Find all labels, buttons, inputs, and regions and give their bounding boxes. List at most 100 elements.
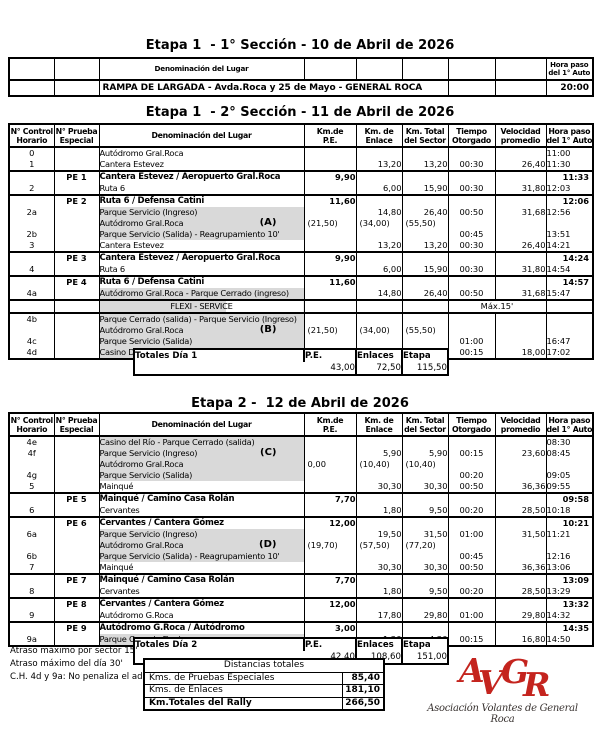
header-hora-line1: Hora paso bbox=[550, 60, 589, 69]
cell-km-total: (55,50) bbox=[401, 325, 448, 336]
cell-tiempo-otorgado bbox=[447, 325, 495, 336]
cell-km-pe bbox=[303, 481, 356, 493]
cell-km-enlace bbox=[355, 597, 402, 610]
cell-tiempo-otorgado: 00:15 bbox=[447, 634, 495, 646]
itinerary-row: 1 Cantera Estevez 13,20 13,20 00:30 26,40 11:3… bbox=[9, 159, 593, 171]
cell-km-pe bbox=[303, 610, 356, 622]
header-empty bbox=[355, 58, 402, 81]
column-header-7: Tiempo Otorgado bbox=[447, 413, 495, 437]
cell-km-pe: 11,60 bbox=[303, 275, 356, 288]
cell-velocidad-promedio bbox=[494, 251, 546, 264]
totals-enlaces-header: Enlaces bbox=[355, 638, 402, 651]
cell-km-enlace bbox=[355, 470, 402, 481]
cell-km-enlace: (10,40) bbox=[355, 459, 402, 470]
cell-hora-paso: 08:45 bbox=[545, 448, 593, 459]
cell-control-number: 2 bbox=[29, 183, 35, 193]
cell-km-total bbox=[401, 229, 448, 240]
cell-tiempo-otorgado: 00:45 bbox=[447, 229, 495, 240]
cell-place-name: Mainqué bbox=[98, 481, 304, 493]
cell-km-total bbox=[401, 336, 448, 347]
cell-km-enlace: (34,00) bbox=[355, 325, 402, 336]
cell-velocidad-promedio: 28,50 bbox=[494, 586, 546, 598]
totals-values-row: 43,00 72,50 115,50 bbox=[134, 362, 448, 375]
cell-km-total bbox=[401, 436, 448, 448]
cell-place-name: Cantera Estevez bbox=[98, 240, 304, 252]
totals-header-row: Totales Día 1 P.E. Enlaces Etapa bbox=[134, 349, 448, 362]
cell-velocidad-promedio: 26,40 bbox=[494, 240, 546, 252]
column-header-4: Km.de P.E. bbox=[303, 124, 356, 148]
etapa2-itinerary-table: N° Control Horario N° Prueba Especial Denomi… bbox=[8, 412, 594, 647]
cell-place-name: Parque Servicio (Salida) - Reagrupamient… bbox=[98, 551, 304, 562]
cell-km-total: 26,40 bbox=[401, 207, 448, 218]
cell-km-pe: 11,60 bbox=[303, 194, 356, 207]
cell-control-number bbox=[9, 299, 54, 313]
column-header-8: Velocidad promedio bbox=[494, 413, 546, 437]
itinerary-row: 2b Parque Servicio (Salida) - Reagrupamie… bbox=[9, 229, 593, 240]
cell-special-stage bbox=[53, 325, 99, 336]
totals-etapa-header: Etapa bbox=[401, 349, 448, 362]
cell-tiempo-otorgado bbox=[447, 492, 495, 505]
itinerary-row: PE 9 Autódromo G.Roca / Autódromo 3,00 14:3… bbox=[9, 621, 593, 634]
cell-tiempo-otorgado: 00:15 bbox=[447, 347, 495, 359]
totals-enlaces-header: Enlaces bbox=[355, 349, 402, 362]
cell-special-stage bbox=[53, 470, 99, 481]
cell-velocidad-promedio bbox=[494, 194, 546, 207]
cell-velocidad-promedio bbox=[494, 218, 546, 229]
totals-etapa-value: 151,00 bbox=[401, 651, 448, 664]
cell-km-total: 9,50 bbox=[401, 505, 448, 517]
cell-km-total bbox=[401, 597, 448, 610]
cell-place-name: Autódromo Gral.Roca (B) bbox=[98, 325, 304, 336]
cell-place-name: Cervantes bbox=[98, 586, 304, 598]
cell-special-stage: PE 1 bbox=[53, 170, 99, 183]
cell-special-stage bbox=[53, 299, 99, 313]
cell-hora-paso: 08:30 bbox=[545, 436, 593, 448]
cell-km-total bbox=[401, 516, 448, 529]
distancias-enlaces-label: Kms. de Enlaces bbox=[144, 684, 343, 697]
cell-place-name: Parque Servicio (Salida) bbox=[98, 336, 304, 347]
cell-hora-paso: 12:16 bbox=[545, 551, 593, 562]
cell-km-pe bbox=[303, 264, 356, 276]
cell-km-enlace: 13,20 bbox=[355, 240, 402, 252]
cell-km-pe bbox=[303, 159, 356, 171]
distancias-pruebas-value: 85,40 bbox=[351, 672, 380, 683]
cell-km-pe bbox=[303, 299, 356, 313]
itinerary-row: 2 Ruta 6 6,00 15,90 00:30 31,80 12:03 bbox=[9, 183, 593, 195]
cell-place-name: Parque Servicio (Ingreso) bbox=[98, 529, 304, 540]
totals-dia1-box: Totales Día 1 P.E. Enlaces Etapa 43,00 7… bbox=[133, 348, 449, 376]
cell-km-total bbox=[401, 312, 448, 325]
note-atraso-sector: Atraso máximo por sector 15' bbox=[10, 646, 138, 656]
cell-place-name: Ruta 6 / Defensa Catini bbox=[98, 275, 304, 288]
cell-special-stage bbox=[53, 459, 99, 470]
distancias-row: Kms. de Pruebas Especiales 85,40 bbox=[144, 672, 384, 685]
cell-velocidad-promedio bbox=[494, 170, 546, 183]
cell-km-total bbox=[401, 492, 448, 505]
cell-hora-paso bbox=[545, 459, 593, 470]
cell-velocidad-promedio: 31,68 bbox=[494, 288, 546, 300]
distancias-totales-table: Distancias totales Kms. de Pruebas Espec… bbox=[143, 658, 385, 711]
logo-letter-r: R bbox=[523, 665, 551, 704]
cell-km-enlace bbox=[355, 492, 402, 505]
cell-km-enlace: 1,80 bbox=[355, 505, 402, 517]
cell-control-number: 7 bbox=[29, 562, 35, 572]
cell-special-stage: PE 2 bbox=[53, 194, 99, 207]
cell-hora-paso: 12:06 bbox=[545, 194, 593, 207]
itinerary-row: 9 Autódromo G.Roca 17,80 29,80 01:00 29,80 14:… bbox=[9, 610, 593, 622]
cell-km-pe bbox=[303, 586, 356, 598]
cell-special-stage bbox=[53, 481, 99, 493]
cell-place-name: Cantera Estevez / Aeropuerto Gral.Roca bbox=[98, 251, 304, 264]
cell-km-pe bbox=[303, 448, 356, 459]
cell-hora-paso bbox=[545, 299, 593, 313]
cell-tiempo-otorgado bbox=[447, 312, 495, 325]
totals-label: Totales Día 2 bbox=[135, 640, 198, 650]
cell-km-pe: 7,70 bbox=[303, 492, 356, 505]
cell-control-number: 9a bbox=[26, 634, 37, 644]
cell-special-stage bbox=[53, 586, 99, 598]
cell-km-total: (10,40) bbox=[401, 459, 448, 470]
cell-tiempo-otorgado bbox=[447, 194, 495, 207]
cell-km-pe bbox=[303, 229, 356, 240]
cell-control-number: 8 bbox=[29, 586, 35, 596]
cell-control-number: 0 bbox=[29, 148, 35, 158]
totals-etapa-header: Etapa bbox=[401, 638, 448, 651]
cell-km-total bbox=[401, 147, 448, 159]
cell-tiempo-otorgado: 00:20 bbox=[447, 470, 495, 481]
